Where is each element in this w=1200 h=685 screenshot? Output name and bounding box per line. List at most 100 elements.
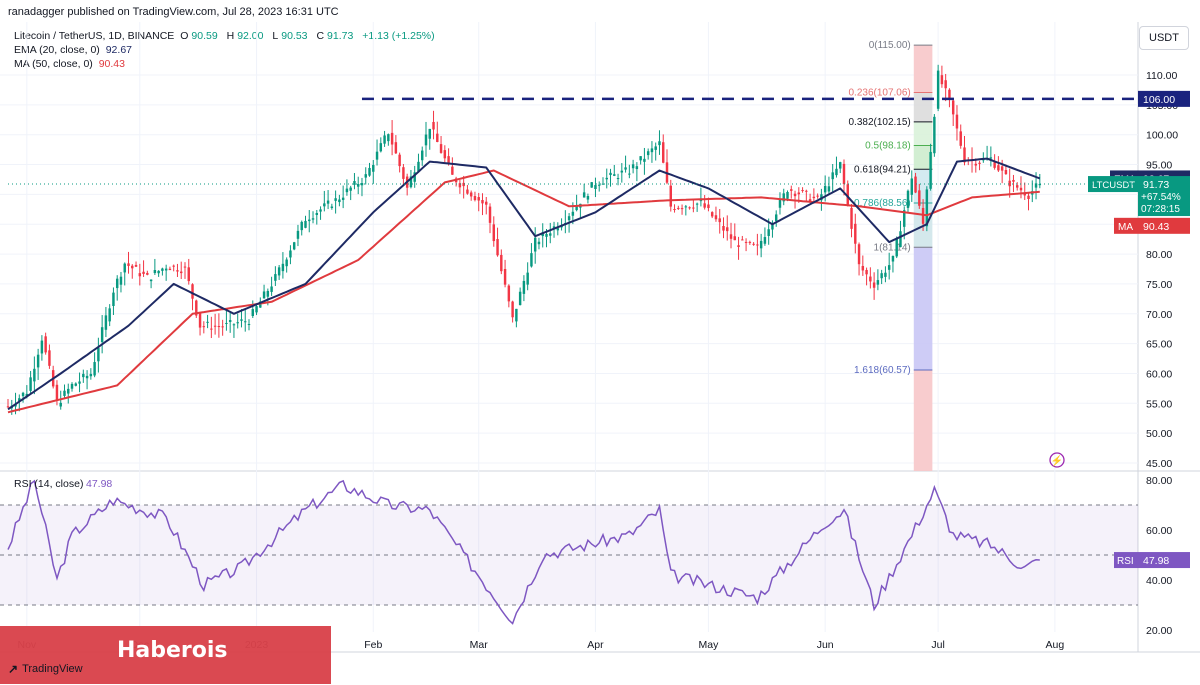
candle-body: [507, 285, 511, 302]
ma-legend-label: MA (50, close, 0): [14, 58, 93, 70]
candle-body: [978, 162, 981, 164]
candle-body: [910, 178, 914, 195]
candle-body: [488, 206, 492, 223]
candle-body: [1023, 192, 1026, 196]
candle-body: [164, 268, 168, 271]
price-tag-value: 91.73: [1143, 179, 1169, 191]
candle-body: [364, 174, 367, 178]
time-tick-label: Feb: [364, 639, 382, 651]
candle-body: [899, 231, 902, 248]
candle-body: [624, 167, 627, 170]
candle-body: [665, 162, 669, 183]
price-tick-label: 45.00: [1146, 458, 1172, 470]
candle-body: [405, 176, 409, 188]
ema-legend[interactable]: EMA (20, close, 0) 92.67: [14, 44, 135, 56]
candle-body: [835, 168, 838, 176]
price-tick-label: 65.00: [1146, 339, 1172, 351]
candle-body: [93, 362, 96, 376]
fib-zone: [913, 121, 933, 146]
candle-body: [315, 213, 319, 215]
ma-legend[interactable]: MA (50, close, 0) 90.43: [14, 58, 128, 70]
candle-body: [454, 178, 458, 183]
candle-body: [149, 279, 153, 282]
tradingview-logo[interactable]: ↗ TradingView: [8, 662, 83, 676]
candle-body: [782, 193, 785, 202]
top-bar: ranadagger published on TradingView.com,…: [0, 0, 1200, 22]
candle-body: [146, 272, 149, 275]
currency-button[interactable]: USDT: [1139, 26, 1189, 50]
candle-body: [511, 301, 514, 318]
candle-body: [85, 375, 89, 379]
candle-body: [1019, 187, 1023, 191]
candle-body: [345, 188, 349, 193]
candle-body: [549, 233, 552, 236]
fib-zone: [913, 92, 933, 122]
candle-body: [409, 176, 413, 188]
candle-body: [643, 158, 646, 162]
time-tick-label: Jul: [931, 639, 944, 651]
candle-body: [228, 320, 232, 322]
candle-body: [443, 150, 447, 159]
candle-body: [997, 165, 1000, 171]
candle-body: [951, 100, 955, 115]
candle-body: [469, 192, 473, 197]
rsi-tag-value: 47.98: [1143, 555, 1169, 567]
fib-level-label: 0.236(107.06): [848, 88, 910, 99]
candle-body: [590, 182, 593, 188]
candle-body: [349, 187, 352, 191]
candle-body: [198, 313, 202, 328]
candle-body: [989, 157, 993, 159]
candle-body: [729, 234, 733, 239]
candle-body: [586, 196, 590, 200]
candle-body: [692, 207, 695, 209]
candle-body: [714, 215, 718, 220]
time-tick-label: Jun: [817, 639, 834, 651]
candle-body: [857, 244, 861, 265]
candle-body: [522, 280, 526, 294]
candle-body: [677, 207, 680, 209]
candle-body: [21, 392, 25, 397]
candle-body: [710, 212, 714, 217]
candle-body: [613, 174, 616, 176]
candle-body: [537, 241, 541, 245]
rsi-tick-label: 80.00: [1146, 475, 1172, 487]
candle-body: [1015, 185, 1019, 188]
price-tag-change: +67.54%: [1141, 192, 1181, 203]
candle-body: [334, 198, 337, 201]
candle-body: [413, 172, 416, 182]
fib-level-label: 0.382(102.15): [848, 117, 910, 128]
candle-body: [424, 134, 428, 146]
candle-body: [496, 239, 499, 256]
candle-body: [36, 354, 40, 368]
candle-body: [812, 196, 816, 199]
candle-body: [1034, 183, 1038, 188]
price-tick-label: 85.00: [1146, 219, 1172, 231]
tradingview-logo-icon: ↗: [8, 662, 19, 676]
candle-body: [865, 269, 868, 275]
candle-body: [274, 274, 277, 281]
event-flash-glyph: ⚡: [1051, 454, 1063, 467]
price-tag-name-bg: [1088, 176, 1138, 193]
candle-body: [718, 218, 721, 223]
symbol-legend[interactable]: Litecoin / TetherUS, 1D, BINANCE O 90.59 …: [14, 30, 438, 42]
rsi-band-fill: [0, 505, 1138, 605]
candle-body: [658, 141, 661, 146]
candle-body: [1004, 170, 1008, 175]
ma-tag-name: MA: [1118, 222, 1133, 233]
fib-level-label: 0.786(88.56): [854, 198, 911, 209]
resistance-tag-bg: [1138, 90, 1190, 107]
candle-body: [616, 178, 620, 180]
ema-legend-value: 92.67: [105, 44, 132, 56]
candle-body: [97, 347, 100, 362]
candle-body: [221, 326, 224, 328]
ema-tag-bg: [1138, 170, 1190, 187]
price-tick-label: 105.00: [1146, 100, 1178, 112]
candle-body: [82, 373, 85, 378]
fib-level-label: 1.618(60.57): [854, 365, 911, 376]
candle-body: [387, 134, 390, 142]
fib-zone: [913, 145, 933, 170]
candle-body: [33, 368, 36, 382]
fib-level-label: 1(81.14): [874, 242, 911, 253]
candle-body: [575, 205, 578, 211]
